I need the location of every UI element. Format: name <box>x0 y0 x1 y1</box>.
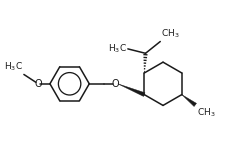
Text: CH$_3$: CH$_3$ <box>160 28 179 40</box>
Text: O: O <box>111 79 119 89</box>
Text: O: O <box>34 79 42 89</box>
Polygon shape <box>117 84 144 96</box>
Polygon shape <box>181 95 196 107</box>
Text: H$_3$C: H$_3$C <box>108 43 126 55</box>
Text: CH$_3$: CH$_3$ <box>196 106 214 119</box>
Text: H$_3$C: H$_3$C <box>4 61 23 74</box>
